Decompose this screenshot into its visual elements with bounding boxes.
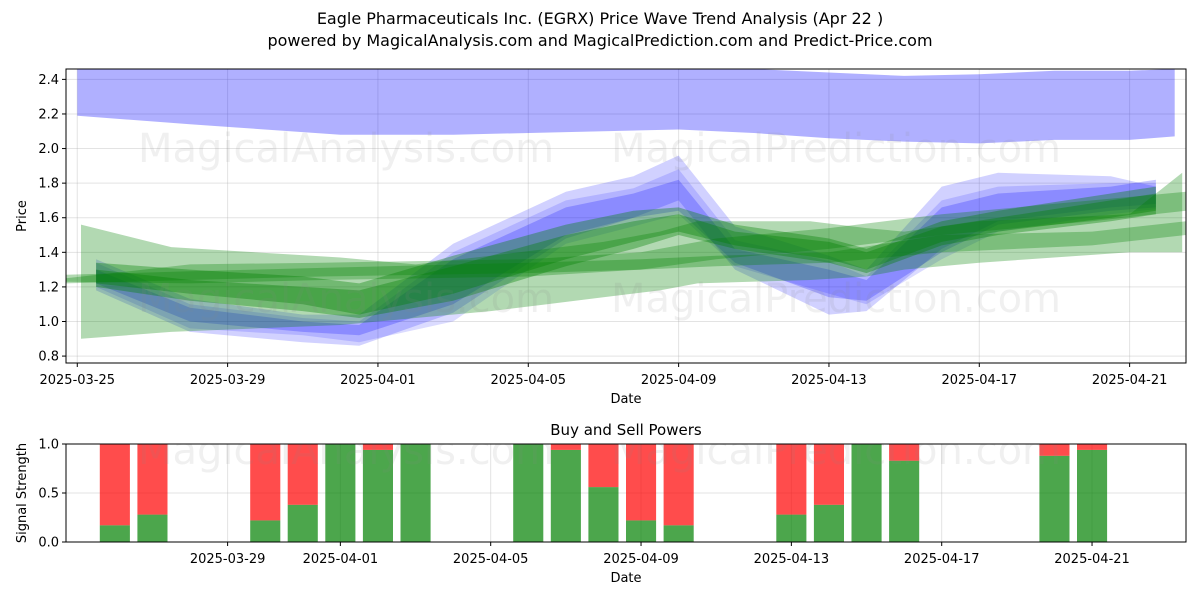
price-y-tick-label: 1.4	[38, 246, 59, 261]
sell-bar	[776, 444, 807, 515]
signal-x-label: Date	[610, 571, 641, 586]
signal-x-ticks: 2025-03-29 2025-04-01 2025-04-05 2025-04-09…	[190, 542, 1130, 567]
price-x-tick-label: 2025-04-01	[340, 373, 416, 388]
price-y-tick-label: 1.6	[38, 211, 59, 226]
signal-bars	[99, 444, 1108, 542]
chart-titles: Eagle Pharmaceuticals Inc. (EGRX) Price …	[0, 8, 1200, 52]
price-y-tick-label: 1.2	[38, 280, 59, 295]
signal-y-ticks: 0.0 0.5 1.0	[38, 438, 66, 551]
price-y-tick-label: 0.8	[38, 350, 59, 365]
price-y-tick-label: 1.0	[38, 315, 59, 330]
sell-bar	[663, 444, 694, 526]
price-x-tick-label: 2025-04-17	[942, 373, 1018, 388]
signal-y-label: Signal Strength	[15, 443, 30, 543]
price-y-ticks: 0.8 1.0 1.2 1.4 1.6 1.8 2.0 2.2 2.4	[38, 73, 66, 365]
green-wave-band	[81, 172, 1183, 339]
price-x-tick-label: 2025-03-29	[190, 373, 266, 388]
sell-bar	[588, 444, 619, 488]
watermark-analysis-mid: MagicalAnalysis.com	[138, 276, 554, 322]
signal-x-tick-label: 2025-04-09	[603, 552, 679, 567]
price-grid	[66, 69, 1186, 363]
price-y-tick-label: 2.0	[38, 142, 59, 157]
sell-bar	[813, 444, 844, 505]
price-y-label: Price	[15, 200, 30, 232]
buy-bar	[851, 444, 882, 542]
signal-x-tick-label: 2025-04-01	[303, 552, 379, 567]
price-y-tick-label: 1.8	[38, 177, 59, 192]
green-wave-band	[66, 191, 1186, 284]
buy-bar	[813, 504, 844, 542]
sell-bar	[137, 444, 168, 515]
buy-bar	[1077, 449, 1108, 542]
watermark-prediction-bottom: MagicalPrediction.com	[611, 428, 1061, 474]
signal-panel: Buy and Sell Powers MagicalAnalysis.com …	[15, 421, 1187, 586]
signal-x-tick-label: 2025-03-29	[190, 552, 266, 567]
price-panel: MagicalAnalysis.com MagicalPrediction.co…	[15, 68, 1187, 407]
blue-wave-band	[96, 155, 1156, 346]
buy-bar	[1039, 455, 1070, 542]
buy-bar	[325, 444, 356, 542]
signal-x-tick-label: 2025-04-21	[1054, 552, 1130, 567]
price-y-tick-label: 2.2	[38, 107, 59, 122]
buy-bar	[137, 514, 168, 542]
sell-bar	[287, 444, 318, 505]
buy-bar	[513, 444, 544, 542]
signal-x-tick-label: 2025-04-05	[453, 552, 529, 567]
buy-bar	[250, 520, 281, 542]
sell-bar	[1077, 444, 1108, 450]
chart-title: Eagle Pharmaceuticals Inc. (EGRX) Price …	[316, 9, 884, 28]
watermark-analysis-bottom: MagicalAnalysis.com	[138, 428, 554, 474]
price-x-tick-label: 2025-04-05	[491, 373, 567, 388]
buy-bar	[776, 514, 807, 542]
price-x-label: Date	[610, 392, 641, 407]
sell-bar	[889, 444, 920, 461]
buy-bar	[362, 449, 393, 542]
price-x-tick-label: 2025-04-13	[791, 373, 867, 388]
sell-bar	[550, 444, 581, 450]
upper-blue-band	[77, 69, 1175, 144]
buy-bar	[400, 444, 431, 542]
sell-bar	[362, 444, 393, 450]
signal-y-tick-label: 1.0	[38, 438, 59, 453]
sell-bar	[626, 444, 657, 521]
watermark-prediction-top: MagicalPrediction.com	[611, 126, 1061, 172]
buy-bar	[99, 525, 130, 542]
sell-bar	[1039, 444, 1070, 456]
watermark-prediction-mid: MagicalPrediction.com	[611, 276, 1061, 322]
signal-title: Buy and Sell Powers	[550, 421, 702, 439]
price-y-tick-label: 2.4	[38, 73, 59, 88]
price-x-tick-label: 2025-03-25	[39, 373, 115, 388]
blue-wave-band	[96, 169, 1156, 343]
price-x-tick-label: 2025-04-09	[641, 373, 717, 388]
buy-bar	[663, 525, 694, 542]
sell-bar	[250, 444, 281, 521]
chart-subtitle: powered by MagicalAnalysis.com and Magic…	[267, 31, 933, 50]
buy-bar	[550, 449, 581, 542]
green-wave-band	[66, 221, 1186, 284]
buy-bar	[287, 504, 318, 542]
signal-y-tick-label: 0.5	[38, 487, 59, 502]
price-axes-frame	[65, 68, 1187, 364]
buy-bar	[588, 487, 619, 542]
signal-x-tick-label: 2025-04-13	[754, 552, 830, 567]
price-x-tick-label: 2025-04-21	[1092, 373, 1168, 388]
buy-bar	[626, 520, 657, 542]
sell-bar	[99, 444, 130, 526]
buy-bar	[889, 460, 920, 542]
signal-y-tick-label: 0.0	[38, 536, 59, 551]
watermark-analysis-top: MagicalAnalysis.com	[138, 126, 554, 172]
signal-x-tick-label: 2025-04-17	[904, 552, 980, 567]
price-x-ticks: 2025-03-25 2025-03-29 2025-04-01 2025-04-05…	[39, 363, 1167, 388]
blue-wave-band	[96, 179, 1156, 336]
price-bands	[66, 69, 1186, 346]
